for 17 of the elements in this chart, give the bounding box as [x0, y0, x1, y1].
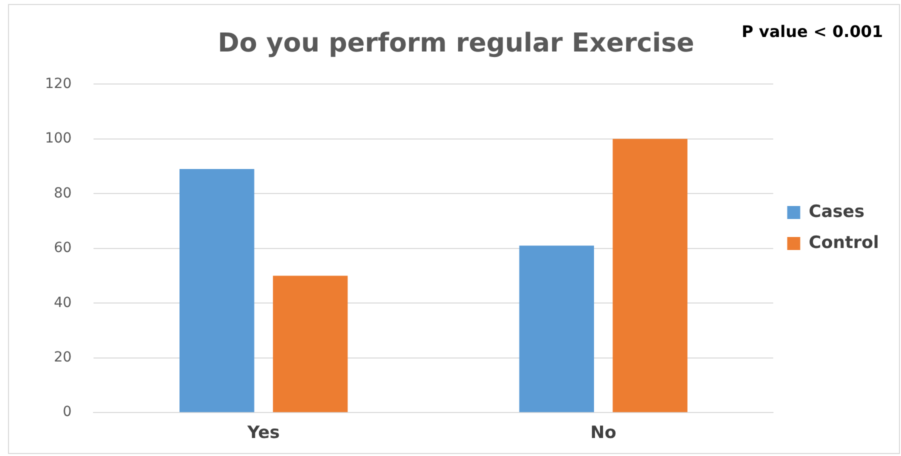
y-tick-label: 60 [54, 240, 72, 256]
y-tick-label: 100 [44, 130, 72, 147]
y-tick-label: 80 [54, 185, 72, 202]
bar [180, 169, 254, 412]
bar [519, 246, 594, 412]
y-tick-label: 120 [44, 76, 72, 92]
bar [272, 276, 348, 412]
bar [612, 138, 688, 412]
y-tick-label: 40 [54, 294, 72, 311]
x-tick-label: Yes [246, 423, 280, 444]
x-tick-label: No [590, 423, 616, 444]
legend-label: Cases [808, 202, 864, 222]
text: P value < 0.001 [742, 22, 883, 42]
legend-label: Control [808, 232, 880, 253]
y-tick-label: 0 [62, 404, 72, 420]
chart-title: Do you perform regular Exercise [218, 28, 694, 58]
y-tick-label: 20 [54, 350, 72, 366]
